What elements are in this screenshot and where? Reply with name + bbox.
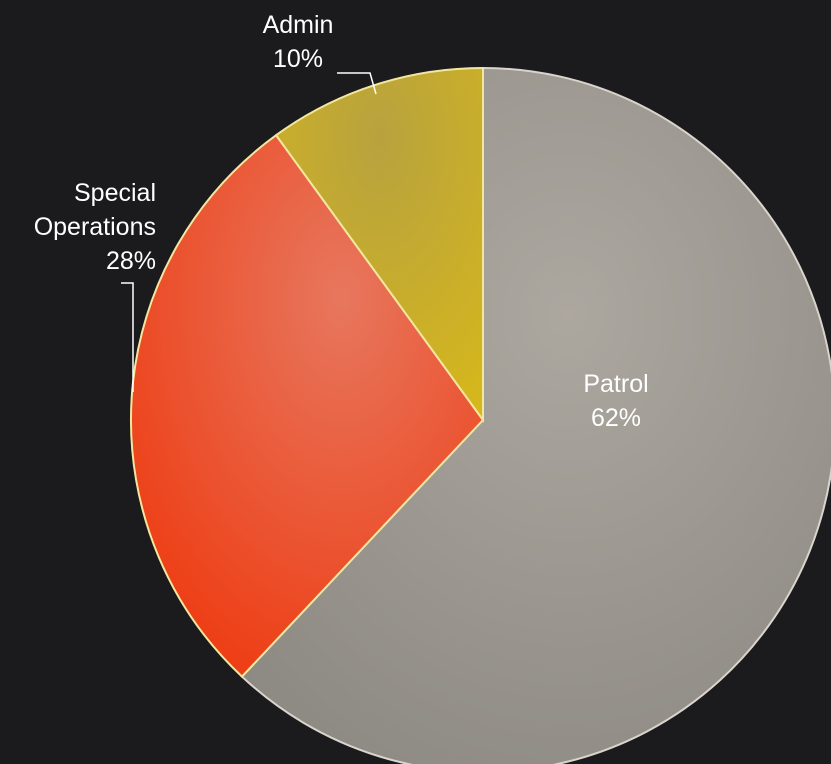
leader-admin (337, 72, 377, 95)
label-admin-value: 10% (273, 45, 323, 73)
label-admin-name: Admin (263, 11, 334, 39)
label-patrol-name: Patrol (583, 370, 648, 398)
label-special-operations-name: Special (74, 179, 156, 207)
label-special-operations-name: Operations (34, 213, 156, 241)
leader-special-operations (121, 282, 134, 392)
pie-slice-patrol (240, 66, 831, 764)
pie-slice-special-operations (130, 133, 485, 679)
label-special-operations-value: 28% (106, 247, 156, 275)
label-patrol-value: 62% (591, 404, 641, 432)
